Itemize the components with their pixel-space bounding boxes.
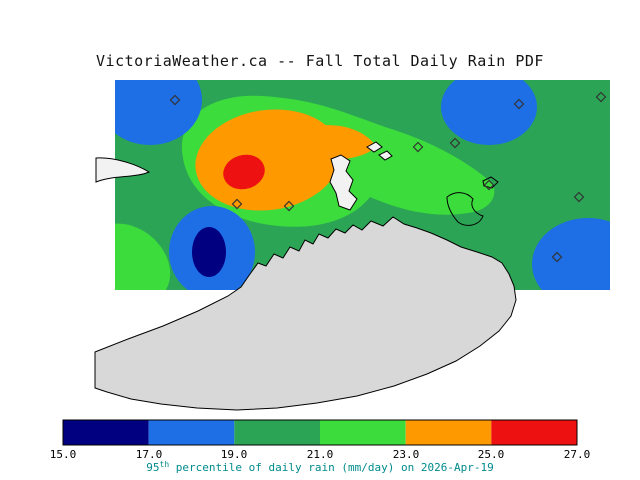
station-markers — [169, 91, 607, 263]
colorbar-tick-label: 21.0 — [307, 448, 334, 461]
station-marker — [595, 91, 607, 103]
colorbar-tick-label: 25.0 — [478, 448, 505, 461]
caption-superscript: th — [160, 460, 170, 469]
mainland-olympic-peninsula — [94, 216, 517, 411]
colorbar-segment-23-25 — [405, 420, 492, 445]
station-marker — [573, 191, 585, 203]
west-coast-strip — [95, 157, 151, 183]
coastline-layer — [94, 141, 517, 411]
caption-base: 95 — [146, 461, 159, 474]
figure-title: VictoriaWeather.ca -- Fall Total Daily R… — [96, 52, 544, 70]
contour-level-21-23-southwest — [115, 223, 171, 290]
station-marker — [483, 179, 495, 191]
contour-level-23-25-tongue — [313, 125, 376, 162]
contour-level-17-19-southeast — [532, 218, 610, 290]
colorbar-tick-label: 23.0 — [393, 448, 420, 461]
station-marker — [412, 141, 424, 153]
station-marker — [449, 137, 461, 149]
contour-level-15-17-core — [192, 227, 226, 277]
colorbar-tick-label: 19.0 — [221, 448, 248, 461]
colorbar-border — [62, 419, 578, 446]
station-marker — [551, 251, 563, 263]
contour-level-25-27-core — [223, 154, 265, 190]
colorbar-tick-label: 15.0 — [50, 448, 77, 461]
colorbar-tick-label: 27.0 — [564, 448, 591, 461]
small-island-1 — [366, 141, 383, 153]
colorbar: 15.0 17.0 19.0 21.0 23.0 25.0 27.0 — [50, 419, 591, 461]
colorbar-segment-21-23 — [320, 420, 406, 445]
colorbar-tick-label: 17.0 — [136, 448, 163, 461]
caption-rest: percentile of daily rain (mm/day) on 202… — [169, 461, 494, 474]
east-coast-outline-1 — [446, 192, 484, 226]
colorbar-caption: 95th percentile of daily rain (mm/day) o… — [146, 460, 493, 474]
station-marker — [169, 94, 181, 106]
small-island-2 — [378, 150, 393, 161]
contour-level-17-19-northwest — [115, 80, 202, 145]
colorbar-segment-15-17 — [63, 420, 149, 445]
station-marker — [283, 200, 295, 212]
victoria-peninsula — [329, 154, 358, 211]
colorbar-segment-17-19 — [148, 420, 235, 445]
colorbar-segment-25-27 — [491, 420, 577, 445]
station-marker — [513, 98, 525, 110]
colorbar-segment-19-21 — [234, 420, 320, 445]
contour-level-17-19-northeast — [441, 80, 537, 145]
station-marker — [231, 198, 243, 210]
